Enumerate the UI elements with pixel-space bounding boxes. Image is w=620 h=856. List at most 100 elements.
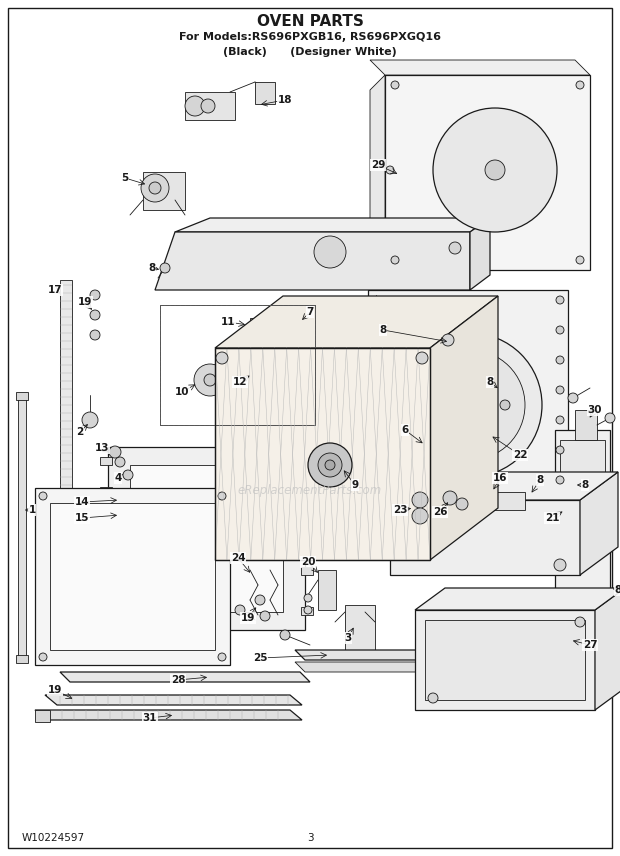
Text: 8: 8 [582, 480, 588, 490]
Bar [301, 457, 313, 465]
Bar [383, 340, 413, 355]
Bar [560, 490, 605, 530]
Circle shape [149, 182, 161, 194]
Text: 3: 3 [344, 633, 352, 643]
Circle shape [556, 446, 564, 454]
Circle shape [218, 653, 226, 661]
Bar [60, 280, 72, 545]
Text: 21: 21 [545, 513, 559, 523]
Bar [301, 487, 313, 495]
Circle shape [391, 81, 399, 89]
Bar [130, 465, 283, 612]
Circle shape [160, 263, 170, 273]
Bar [425, 620, 585, 700]
Polygon shape [470, 218, 490, 290]
Polygon shape [580, 472, 618, 575]
Text: 8: 8 [148, 263, 156, 273]
Circle shape [442, 334, 454, 346]
Circle shape [235, 605, 245, 615]
Polygon shape [215, 348, 430, 560]
Circle shape [254, 368, 262, 376]
Circle shape [314, 236, 346, 268]
Bar [100, 527, 112, 535]
Text: 22: 22 [513, 450, 527, 460]
Circle shape [450, 385, 490, 425]
Circle shape [443, 491, 457, 505]
Bar [400, 492, 440, 510]
Polygon shape [35, 710, 302, 720]
Polygon shape [45, 695, 302, 705]
Circle shape [449, 242, 461, 254]
Text: W10224597: W10224597 [22, 833, 85, 843]
Text: 24: 24 [231, 553, 246, 563]
Polygon shape [415, 588, 620, 610]
Text: 25: 25 [253, 653, 267, 663]
Circle shape [568, 393, 578, 403]
Bar [301, 607, 313, 615]
Circle shape [109, 446, 121, 458]
Bar [18, 395, 26, 660]
Bar [345, 605, 375, 650]
Polygon shape [370, 75, 385, 285]
Text: 17: 17 [48, 285, 63, 295]
Polygon shape [595, 588, 620, 710]
Polygon shape [555, 430, 610, 630]
Circle shape [249, 363, 267, 381]
Circle shape [556, 476, 564, 484]
Text: 8: 8 [486, 377, 494, 387]
Bar [160, 305, 315, 425]
Circle shape [556, 386, 564, 394]
Text: 15: 15 [75, 513, 89, 523]
Bar [35, 488, 230, 665]
Text: 30: 30 [588, 405, 602, 415]
Polygon shape [550, 630, 615, 650]
Circle shape [39, 653, 47, 661]
Bar [301, 527, 313, 535]
Bar [255, 82, 275, 104]
Text: 3: 3 [307, 833, 313, 843]
Bar [100, 457, 112, 465]
Circle shape [280, 630, 290, 640]
Bar [16, 655, 28, 663]
Text: 19: 19 [48, 685, 62, 695]
Circle shape [308, 443, 352, 487]
Text: 12: 12 [232, 377, 247, 387]
Circle shape [556, 326, 564, 334]
Circle shape [82, 412, 98, 428]
Bar [50, 503, 215, 650]
Text: 26: 26 [433, 507, 447, 517]
Text: 20: 20 [301, 557, 315, 567]
Circle shape [115, 457, 125, 467]
Text: 4: 4 [114, 473, 122, 483]
Text: 23: 23 [392, 505, 407, 515]
Circle shape [412, 508, 428, 524]
Circle shape [90, 290, 100, 300]
Text: 1: 1 [29, 505, 35, 515]
Bar [185, 92, 235, 120]
Circle shape [575, 617, 585, 627]
Text: 19: 19 [78, 297, 92, 307]
Text: (Black)      (Designer White): (Black) (Designer White) [223, 47, 397, 57]
Circle shape [141, 174, 169, 202]
Text: 7: 7 [306, 307, 314, 317]
Circle shape [398, 333, 542, 477]
Text: 11: 11 [221, 317, 235, 327]
Bar [35, 710, 50, 722]
Bar [560, 440, 605, 480]
Text: For Models:RS696PXGB16, RS696PXGQ16: For Models:RS696PXGB16, RS696PXGQ16 [179, 32, 441, 42]
Circle shape [123, 470, 133, 480]
Polygon shape [415, 610, 595, 710]
Circle shape [482, 370, 492, 380]
Bar [383, 370, 413, 385]
Circle shape [391, 256, 399, 264]
Text: 31: 31 [143, 713, 157, 723]
Circle shape [304, 606, 312, 614]
Text: 18: 18 [278, 95, 292, 105]
Text: eReplacementParts.com: eReplacementParts.com [238, 484, 382, 496]
Polygon shape [390, 472, 618, 500]
Text: 8: 8 [614, 585, 620, 595]
Text: 14: 14 [74, 497, 89, 507]
Text: 6: 6 [401, 425, 409, 435]
Bar [301, 567, 313, 575]
Circle shape [456, 498, 468, 510]
